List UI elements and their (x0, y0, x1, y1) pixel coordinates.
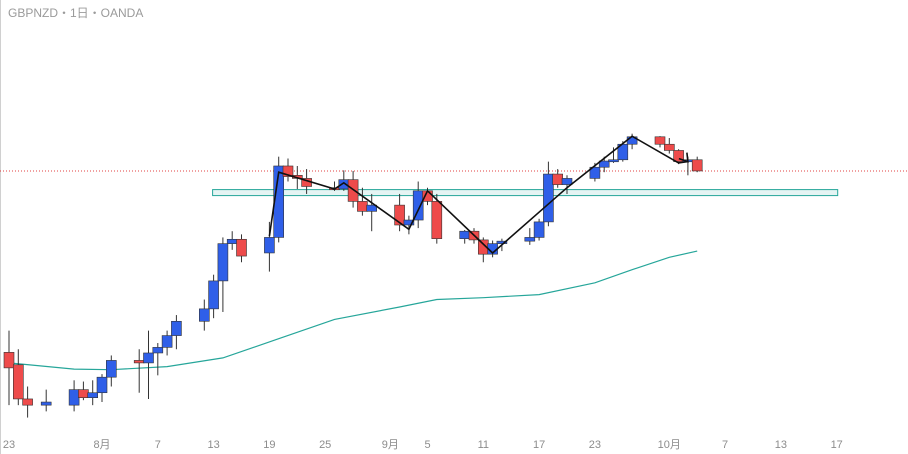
candle-up (589, 166, 601, 179)
candle-down (347, 179, 359, 202)
x-tick-label: 7 (155, 439, 161, 451)
candle-up (152, 347, 164, 354)
zigzag-trend-line (268, 135, 689, 255)
candle-up (366, 204, 378, 212)
x-tick-label: 13 (775, 439, 787, 451)
candle-down (78, 389, 89, 398)
candle-down (654, 136, 666, 145)
candle-down (3, 352, 15, 369)
x-tick-label: 8月 (93, 439, 110, 451)
candle-up (459, 230, 471, 239)
x-tick-label: 13 (207, 439, 219, 451)
candle-down (394, 204, 405, 226)
candle-up (199, 308, 210, 322)
candle-up (217, 243, 229, 282)
candle-down (431, 201, 443, 239)
candle-down (236, 238, 247, 257)
candle-up (208, 280, 219, 310)
candle-up (40, 401, 52, 406)
x-tick-label: 19 (263, 439, 275, 451)
x-tick-label: 11 (478, 439, 489, 451)
candle-up (106, 360, 117, 378)
candle-up (608, 159, 619, 163)
candle-up (403, 219, 415, 226)
candle-up (161, 335, 173, 348)
candle-down (133, 360, 145, 364)
x-tick-label: 5 (424, 439, 430, 451)
x-tick-label: 25 (319, 439, 331, 451)
x-tick-label: 7 (722, 439, 728, 451)
candle-up (143, 352, 154, 364)
candle-down (552, 173, 564, 185)
candle-up (68, 389, 80, 406)
candle-up (496, 240, 508, 244)
moving-average-line (8, 250, 698, 371)
x-tick-label: 23 (3, 439, 15, 451)
chart-symbol-title: GBPNZD・1日・OANDA (8, 6, 144, 20)
candle-up (543, 173, 554, 223)
x-tick-label: 23 (589, 439, 601, 451)
candle-up (524, 237, 536, 242)
x-tick-label: 9月 (382, 439, 399, 451)
x-tick-label: 10月 (658, 439, 681, 451)
candle-down (691, 159, 703, 172)
candle-up (171, 320, 182, 336)
candle-up (561, 178, 573, 185)
candle-up (226, 238, 238, 244)
candle-up (412, 190, 424, 221)
candle-up (533, 221, 545, 238)
candle-up (96, 376, 108, 394)
candle-down (357, 201, 368, 212)
support-zone-rect (212, 189, 839, 197)
candle-down (22, 398, 33, 406)
candle-up (87, 392, 98, 398)
candle-up (598, 160, 610, 168)
x-tick-label: 17 (831, 439, 843, 451)
candle-down (282, 165, 294, 177)
zigzag-arrowhead (678, 152, 689, 163)
x-tick-label: 17 (533, 439, 545, 451)
candle-down (663, 143, 675, 151)
candle-down (13, 364, 24, 400)
candle-up (264, 237, 275, 254)
candle-down (673, 150, 684, 162)
